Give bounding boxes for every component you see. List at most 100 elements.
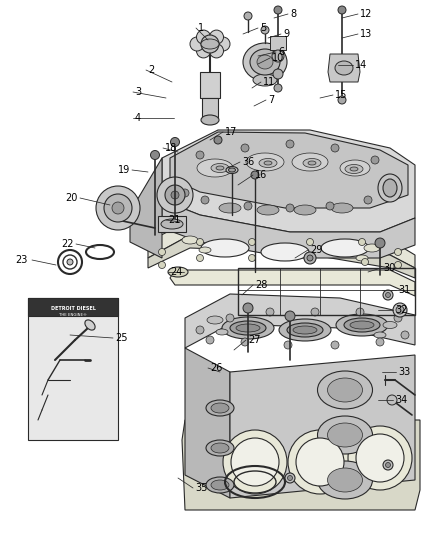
Ellipse shape [85,320,95,330]
Ellipse shape [328,423,363,447]
Circle shape [401,331,409,339]
Text: 4: 4 [135,113,141,123]
Ellipse shape [243,43,287,81]
Ellipse shape [207,316,223,324]
Circle shape [157,177,193,213]
Ellipse shape [168,267,188,277]
Circle shape [272,50,284,62]
Ellipse shape [246,153,284,171]
Polygon shape [170,132,408,208]
Ellipse shape [340,160,370,176]
Circle shape [375,238,385,248]
Ellipse shape [350,167,358,171]
Polygon shape [182,420,420,510]
Circle shape [284,341,292,349]
Text: 33: 33 [398,367,410,377]
Circle shape [307,256,314,263]
Circle shape [67,259,73,265]
Text: 3: 3 [135,87,141,97]
Ellipse shape [303,158,321,167]
Text: 27: 27 [248,335,261,345]
Ellipse shape [287,323,323,337]
Circle shape [261,26,269,34]
Circle shape [393,303,407,317]
Ellipse shape [161,219,183,229]
Circle shape [364,196,372,204]
Text: 25: 25 [115,333,127,343]
Text: 36: 36 [242,157,254,167]
Circle shape [356,308,364,316]
Ellipse shape [226,166,238,174]
Ellipse shape [211,443,229,453]
Circle shape [338,6,346,14]
Ellipse shape [383,321,397,328]
Ellipse shape [292,153,328,171]
Ellipse shape [356,255,368,261]
Circle shape [395,248,402,255]
Ellipse shape [197,159,233,177]
Text: 20: 20 [66,193,78,203]
Circle shape [223,430,287,494]
Ellipse shape [328,378,363,402]
Polygon shape [130,158,162,258]
Circle shape [394,314,402,322]
Text: 13: 13 [360,29,372,39]
Ellipse shape [219,203,241,213]
Text: 5: 5 [260,23,266,33]
Ellipse shape [345,165,363,174]
Circle shape [159,248,166,255]
Ellipse shape [331,203,353,213]
Circle shape [376,338,384,346]
Circle shape [287,475,293,481]
Circle shape [197,30,211,44]
Circle shape [165,185,185,205]
Circle shape [197,238,204,246]
Ellipse shape [328,468,363,492]
Circle shape [248,254,255,262]
Ellipse shape [222,317,274,339]
Circle shape [216,37,230,51]
Circle shape [358,238,365,246]
Text: 11: 11 [263,77,275,87]
Ellipse shape [344,318,380,332]
Ellipse shape [230,321,266,335]
Circle shape [396,306,404,314]
Ellipse shape [257,205,279,215]
Polygon shape [185,348,230,498]
Circle shape [197,44,211,58]
Circle shape [190,37,204,51]
Ellipse shape [201,239,249,257]
Circle shape [151,150,159,159]
Circle shape [248,238,255,246]
Text: 15: 15 [335,90,347,100]
Circle shape [181,189,189,197]
Circle shape [356,434,404,482]
Circle shape [285,311,295,321]
Text: 31: 31 [398,285,410,295]
Ellipse shape [383,179,397,197]
Circle shape [307,255,313,261]
Circle shape [387,395,397,405]
Circle shape [385,463,391,467]
Text: 12: 12 [360,9,372,19]
Ellipse shape [364,244,380,252]
Text: 29: 29 [310,245,322,255]
Text: 32: 32 [395,305,407,315]
Text: 14: 14 [355,60,367,70]
Ellipse shape [236,324,260,332]
Circle shape [307,238,314,246]
Text: 34: 34 [395,395,407,405]
Circle shape [296,438,344,486]
Ellipse shape [211,480,229,490]
Circle shape [383,290,393,300]
Circle shape [104,194,132,222]
Circle shape [171,191,179,199]
Ellipse shape [216,166,224,170]
Text: 1: 1 [198,23,204,33]
Ellipse shape [318,461,372,499]
Circle shape [209,30,223,44]
Text: 8: 8 [290,9,296,19]
Ellipse shape [293,326,317,334]
Text: 23: 23 [16,255,28,265]
Bar [270,36,286,50]
